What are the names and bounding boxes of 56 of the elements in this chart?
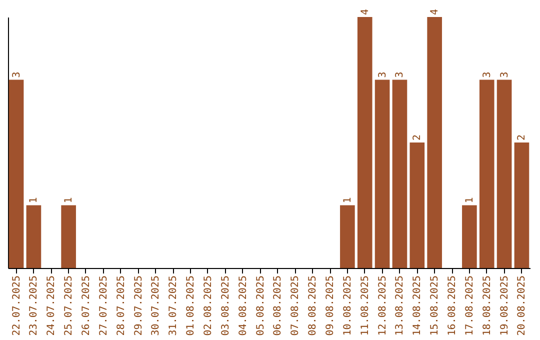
data-label: 3 xyxy=(394,72,406,78)
x-tick-label: 23.07.2025 xyxy=(28,276,40,336)
x-tick-label: 13.08.2025 xyxy=(394,276,406,336)
x-tick-label: 27.07.2025 xyxy=(98,276,110,336)
bar xyxy=(514,142,530,268)
data-label: 4 xyxy=(430,8,441,15)
data-label: 1 xyxy=(342,197,354,204)
x-tick-label: 22.07.2025 xyxy=(11,276,22,336)
data-label: 3 xyxy=(11,72,22,78)
bar xyxy=(496,80,512,268)
bar xyxy=(26,205,42,268)
data-label: 4 xyxy=(360,8,371,15)
x-tick-label: 14.08.2025 xyxy=(412,276,424,336)
x-tick-label: 20.08.2025 xyxy=(516,276,528,336)
data-label: 1 xyxy=(28,197,40,204)
bar xyxy=(410,142,425,268)
bar xyxy=(427,17,442,268)
x-tick-label: 12.08.2025 xyxy=(377,276,388,336)
x-tick-label: 05.08.2025 xyxy=(255,276,266,336)
x-tick-label: 11.08.2025 xyxy=(360,276,371,336)
x-tick-label: 08.08.2025 xyxy=(308,276,319,336)
x-tick-label: 03.08.2025 xyxy=(220,276,232,336)
bar xyxy=(479,80,494,268)
x-tick-label: 02.08.2025 xyxy=(203,276,214,336)
data-label: 1 xyxy=(64,197,75,204)
data-label: 2 xyxy=(412,134,424,140)
x-tick-label: 16.08.2025 xyxy=(447,276,458,336)
x-tick-label: 01.08.2025 xyxy=(186,276,197,336)
x-tick-label: 06.08.2025 xyxy=(272,276,284,336)
bar xyxy=(61,205,76,268)
x-tick-label: 18.08.2025 xyxy=(482,276,493,336)
x-tick-label: 25.07.2025 xyxy=(64,276,75,336)
x-tick-label: 07.08.2025 xyxy=(290,276,302,336)
bar xyxy=(462,205,477,268)
data-label: 2 xyxy=(516,134,528,140)
x-tick-label: 15.08.2025 xyxy=(430,276,441,336)
x-tick-label: 19.08.2025 xyxy=(499,276,510,336)
x-tick-label: 10.08.2025 xyxy=(342,276,354,336)
bar xyxy=(357,17,372,268)
x-tick-label: 24.07.2025 xyxy=(46,276,58,336)
x-tick-label: 26.07.2025 xyxy=(80,276,92,336)
x-tick-label: 04.08.2025 xyxy=(238,276,249,336)
data-label: 3 xyxy=(482,72,493,78)
x-tick-label: 30.07.2025 xyxy=(150,276,162,336)
bar xyxy=(8,80,24,268)
x-tick-label: 17.08.2025 xyxy=(464,276,476,336)
data-label: 3 xyxy=(499,72,510,78)
bar xyxy=(392,80,408,268)
data-label: 1 xyxy=(464,197,476,204)
x-tick-label: 09.08.2025 xyxy=(325,276,336,336)
x-tick-label: 31.07.2025 xyxy=(168,276,180,336)
data-label: 3 xyxy=(377,72,388,78)
bar xyxy=(340,205,355,268)
x-tick-label: 29.07.2025 xyxy=(133,276,144,336)
bar xyxy=(374,80,390,268)
x-tick-label: 28.07.2025 xyxy=(116,276,127,336)
